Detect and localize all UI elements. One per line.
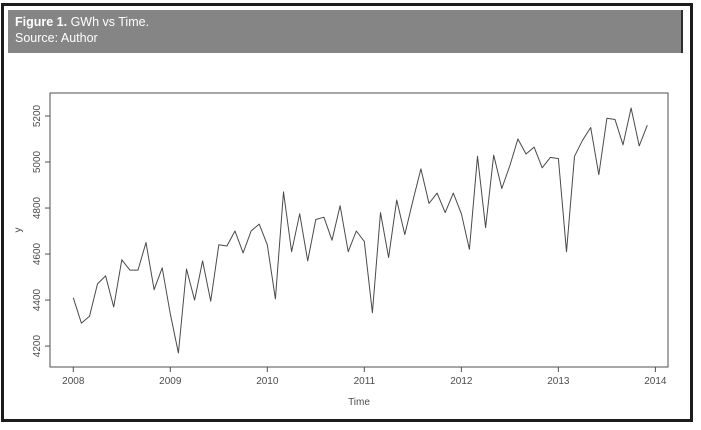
plot-box — [49, 92, 669, 368]
y-axis-title: y — [13, 228, 24, 233]
y-tick-label: 4600 — [32, 242, 43, 265]
x-tick-label: 2014 — [644, 376, 667, 387]
x-tick-label: 2012 — [450, 376, 473, 387]
series-line-gwh — [72, 107, 648, 354]
x-axis-title: Time — [348, 397, 370, 408]
figure-caption: Figure 1. GWh vs Time. — [15, 14, 673, 30]
line-chart: 2008 2009 2010 2011 2012 2013 2014 4200 4400 4600… — [13, 92, 669, 408]
figure-outer-border — [1, 3, 693, 422]
y-tick-label: 4800 — [32, 196, 43, 219]
figure-number: Figure 1. — [15, 15, 68, 29]
x-tick-label: 2010 — [256, 376, 279, 387]
x-tick-label: 2008 — [62, 376, 85, 387]
figure-caption-bar: Figure 1. GWh vs Time. Source: Author — [8, 10, 683, 53]
x-tick-label: 2009 — [159, 376, 182, 387]
figure-source: Source: Author — [15, 31, 98, 45]
y-tick-label: 4400 — [32, 288, 43, 311]
y-tick-label: 5200 — [32, 104, 43, 127]
figure-title: GWh vs Time. — [67, 15, 150, 29]
y-tick-label: 5000 — [32, 150, 43, 173]
x-tick-label: 2013 — [547, 376, 570, 387]
x-tick-label: 2011 — [354, 376, 376, 387]
y-tick-label: 4200 — [32, 335, 43, 358]
